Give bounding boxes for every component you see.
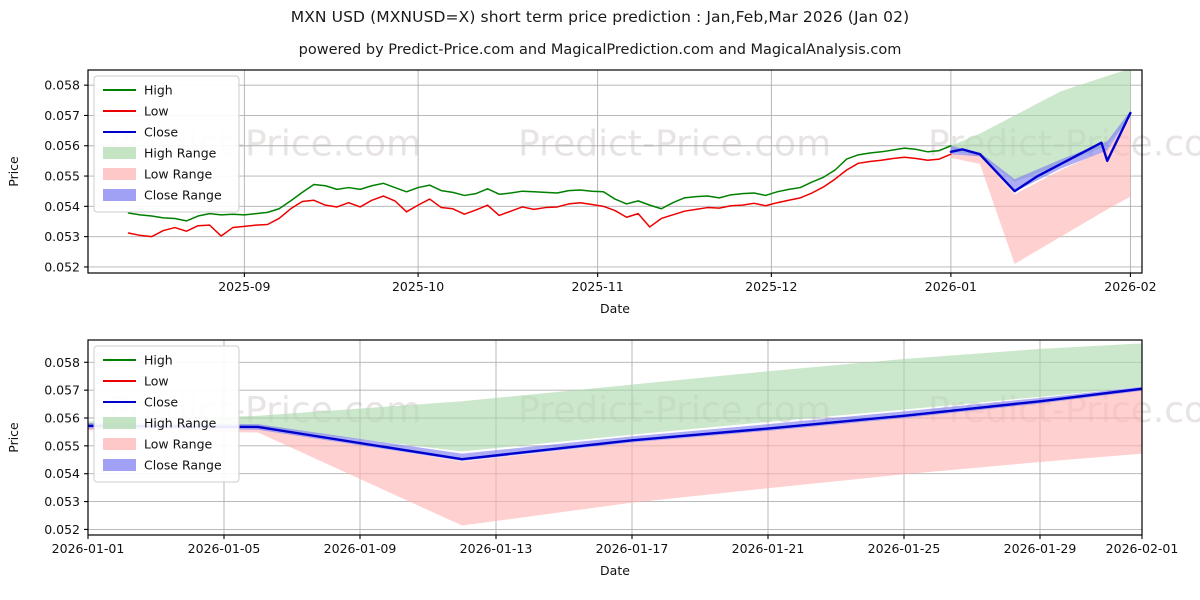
y-axis-label: Price bbox=[6, 156, 21, 187]
band-high-range bbox=[88, 343, 1142, 452]
plot-frame bbox=[87, 339, 1143, 536]
svg-text:0.056: 0.056 bbox=[44, 138, 80, 153]
svg-text:0.055: 0.055 bbox=[44, 169, 80, 184]
legend-swatch-band bbox=[103, 168, 136, 180]
svg-text:0.055: 0.055 bbox=[44, 438, 80, 453]
series-line-low bbox=[127, 153, 952, 238]
svg-text:0.057: 0.057 bbox=[44, 108, 80, 123]
svg-text:2026-01: 2026-01 bbox=[925, 279, 977, 294]
plot-frame bbox=[87, 69, 1143, 274]
legend-item-low[interactable]: Low bbox=[103, 104, 169, 119]
x-axis-ticks: 2026-01-01 2026-01-05 2026-01-09 2026-01-13… bbox=[52, 535, 1179, 556]
svg-text:2026-02: 2026-02 bbox=[1104, 279, 1156, 294]
band-low-range bbox=[950, 118, 1131, 264]
svg-text:0.058: 0.058 bbox=[44, 78, 80, 93]
top-chart-panel: Predict-Price.comPredict-Price.comPredic… bbox=[0, 62, 1200, 314]
watermark: Predict-Price.comPredict-Price.comPredic… bbox=[108, 123, 1200, 164]
series-line-high bbox=[127, 144, 952, 222]
legend-item-close-range[interactable]: Close Range bbox=[103, 458, 222, 473]
svg-text:2025-09: 2025-09 bbox=[218, 279, 270, 294]
x-axis-label: Date bbox=[600, 301, 630, 314]
legend-item-label: Low Range bbox=[144, 437, 213, 452]
svg-text:2026-01-05: 2026-01-05 bbox=[188, 541, 261, 556]
legend-item-high-range[interactable]: High Range bbox=[103, 146, 217, 161]
svg-text:2026-01-09: 2026-01-09 bbox=[324, 541, 397, 556]
series-line-close bbox=[949, 111, 1132, 193]
x-axis-ticks: 2025-09 2025-10 2025-11 2025-12 2026-01 2026-… bbox=[218, 273, 1157, 294]
legend-item-label: High bbox=[144, 353, 173, 368]
svg-text:2026-01-25: 2026-01-25 bbox=[868, 541, 941, 556]
svg-text:0.053: 0.053 bbox=[44, 494, 80, 509]
band-low-range bbox=[88, 390, 1142, 526]
legend-item-close[interactable]: Close bbox=[103, 125, 178, 140]
svg-text:2026-02-01: 2026-02-01 bbox=[1106, 541, 1179, 556]
legend-item-close[interactable]: Close bbox=[103, 395, 178, 410]
legend-swatch-band bbox=[103, 147, 136, 159]
svg-text:0.058: 0.058 bbox=[44, 355, 80, 370]
chart-legend: High Low Close High Range Low Range Close Ran… bbox=[93, 345, 240, 483]
svg-text:Predict-Price.com: Predict-Price.com bbox=[518, 123, 831, 164]
svg-text:0.057: 0.057 bbox=[44, 383, 80, 398]
legend-item-label: Low bbox=[144, 104, 169, 119]
chart-legend: High Low Close High Range Low Range Close Ran… bbox=[93, 75, 240, 213]
svg-text:2026-01-29: 2026-01-29 bbox=[1004, 541, 1077, 556]
legend-item-low-range[interactable]: Low Range bbox=[103, 167, 213, 182]
legend-item-high[interactable]: High bbox=[103, 83, 173, 98]
legend-item-label: Low bbox=[144, 374, 169, 389]
legend-swatch-band bbox=[103, 189, 136, 201]
svg-text:0.052: 0.052 bbox=[44, 522, 80, 537]
bottom-chart-panel: Predict-Price.comPredict-Price.comPredic… bbox=[0, 326, 1200, 600]
svg-text:2025-11: 2025-11 bbox=[572, 279, 624, 294]
svg-text:2026-01-01: 2026-01-01 bbox=[52, 541, 125, 556]
svg-text:0.053: 0.053 bbox=[44, 229, 80, 244]
series-line-close bbox=[88, 387, 1142, 461]
y-axis-label: Price bbox=[6, 422, 21, 453]
legend-item-high[interactable]: High bbox=[103, 353, 173, 368]
legend-swatch-band bbox=[103, 417, 136, 429]
svg-text:0.056: 0.056 bbox=[44, 411, 80, 426]
legend-item-label: High Range bbox=[144, 416, 217, 431]
svg-text:0.052: 0.052 bbox=[44, 259, 80, 274]
x-axis-label: Date bbox=[600, 563, 630, 578]
legend-swatch-band bbox=[103, 459, 136, 471]
svg-text:0.054: 0.054 bbox=[44, 199, 80, 214]
bottom-chart-svg: Predict-Price.comPredict-Price.comPredic… bbox=[6, 339, 1200, 578]
legend-item-label: Close bbox=[144, 395, 178, 410]
legend-item-high-range[interactable]: High Range bbox=[103, 416, 217, 431]
legend-item-label: Close Range bbox=[144, 188, 222, 203]
legend-item-label: Low Range bbox=[144, 167, 213, 182]
legend-item-label: High bbox=[144, 83, 173, 98]
legend-item-low[interactable]: Low bbox=[103, 374, 169, 389]
y-axis-ticks: 0.052 0.053 0.054 0.055 0.056 0.057 0.058 bbox=[44, 78, 88, 274]
svg-text:2026-01-21: 2026-01-21 bbox=[732, 541, 805, 556]
legend-item-label: High Range bbox=[144, 146, 217, 161]
legend-item-label: Close Range bbox=[144, 458, 222, 473]
page-title: MXN USD (MXNUSD=X) short term price pred… bbox=[290, 8, 910, 26]
svg-text:2025-12: 2025-12 bbox=[745, 279, 797, 294]
y-axis-ticks: 0.052 0.053 0.054 0.055 0.056 0.057 0.058 bbox=[44, 355, 88, 537]
legend-item-close-range[interactable]: Close Range bbox=[103, 188, 222, 203]
legend-swatch-band bbox=[103, 438, 136, 450]
svg-text:2026-01-13: 2026-01-13 bbox=[460, 541, 533, 556]
page-subtitle: powered by Predict-Price.com and Magical… bbox=[298, 42, 902, 58]
svg-text:2026-01-17: 2026-01-17 bbox=[596, 541, 669, 556]
svg-text:2025-10: 2025-10 bbox=[392, 279, 444, 294]
svg-text:0.054: 0.054 bbox=[44, 466, 80, 481]
top-chart-svg: Predict-Price.comPredict-Price.comPredic… bbox=[6, 69, 1200, 314]
legend-item-low-range[interactable]: Low Range bbox=[103, 437, 213, 452]
legend-item-label: Close bbox=[144, 125, 178, 140]
